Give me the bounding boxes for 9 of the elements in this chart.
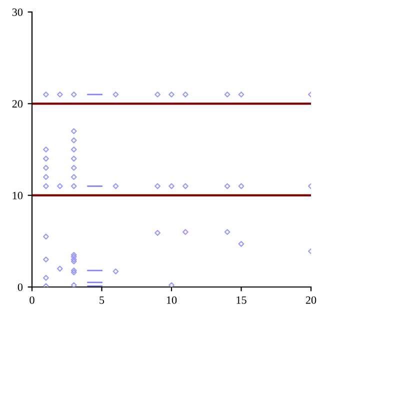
x-tick-label: 15 bbox=[236, 296, 246, 304]
y-tick-label: 20 bbox=[12, 100, 23, 108]
x-tick-label: 10 bbox=[166, 296, 177, 304]
x-tick-label: 5 bbox=[100, 296, 104, 304]
x-tick-label: 0 bbox=[30, 296, 34, 304]
y-tick-label: 0 bbox=[18, 283, 23, 291]
y-tick-label: 10 bbox=[12, 192, 23, 200]
y-tick-label: 30 bbox=[12, 8, 23, 16]
x-tick-label: 20 bbox=[306, 296, 316, 304]
